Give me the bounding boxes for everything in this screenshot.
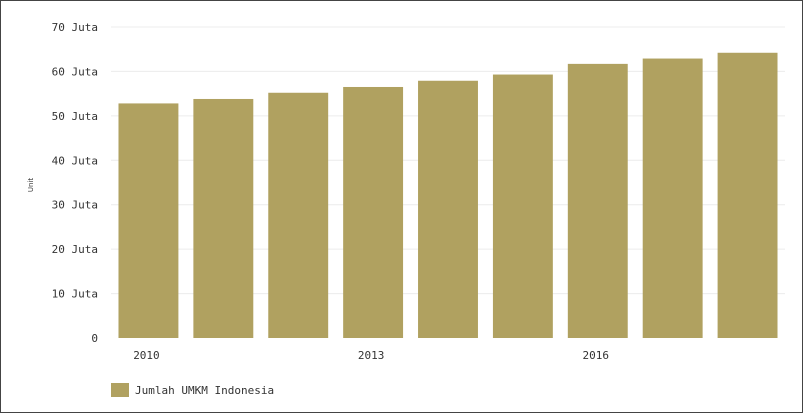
bars: [118, 52, 778, 339]
y-axis-ticks: 0 10 Juta 20 Juta 30 Juta 40 Juta 50 Juta 60 J…: [52, 21, 98, 345]
y-tick-label: 50 Juta: [52, 110, 98, 123]
y-tick-label: 40 Juta: [52, 154, 98, 167]
x-tick-label: 2013: [358, 349, 385, 362]
bar-2016[interactable]: [567, 63, 628, 339]
y-tick-label: 10 Juta: [52, 288, 98, 301]
x-axis-ticks: 2010 2013 2016: [133, 349, 609, 362]
legend-label: Jumlah UMKM Indonesia: [135, 383, 275, 397]
bar-2018[interactable]: [717, 52, 778, 339]
y-tick-label: 30 Juta: [52, 199, 98, 212]
x-tick-label: 2010: [133, 349, 160, 362]
legend-swatch: [111, 383, 129, 397]
y-tick-label: 60 Juta: [52, 65, 98, 78]
bar-2011[interactable]: [193, 98, 254, 338]
x-tick-label: 2016: [583, 349, 610, 362]
bar-2013[interactable]: [343, 86, 404, 338]
bar-2017[interactable]: [642, 58, 703, 339]
bar-2014[interactable]: [418, 80, 478, 338]
bar-2012[interactable]: [268, 92, 329, 338]
legend[interactable]: Jumlah UMKM Indonesia: [111, 383, 274, 397]
y-tick-label: 20 Juta: [52, 243, 98, 256]
bar-2010[interactable]: [118, 103, 179, 338]
y-tick-label: 70 Juta: [52, 21, 98, 34]
y-axis-label: Unit: [27, 178, 35, 193]
y-tick-label: 0: [91, 332, 98, 345]
bar-2015[interactable]: [492, 74, 553, 338]
